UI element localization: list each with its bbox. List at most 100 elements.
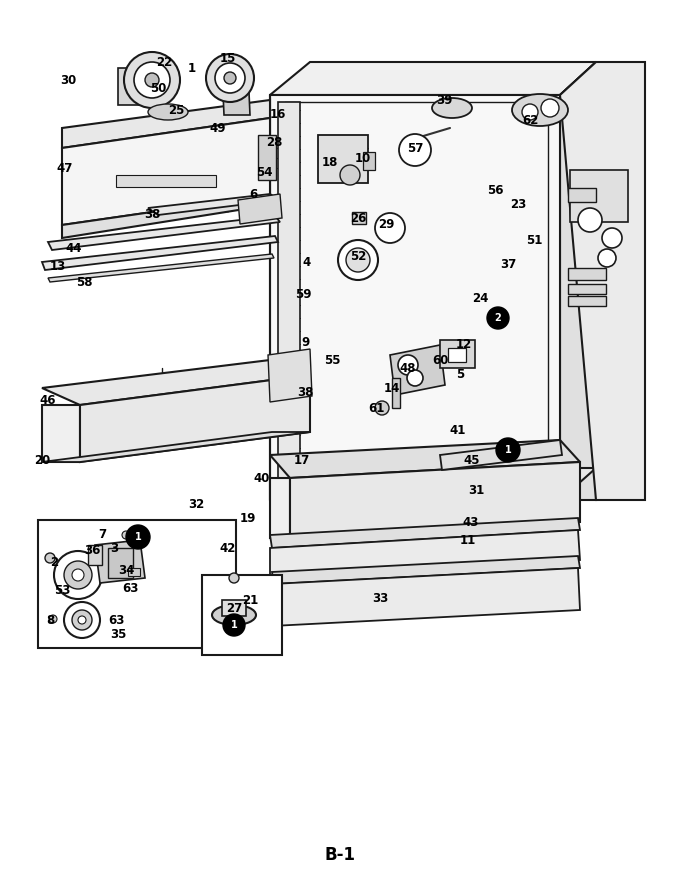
Circle shape	[578, 208, 602, 232]
Text: 51: 51	[526, 233, 542, 247]
Text: 16: 16	[270, 109, 286, 122]
Bar	[278, 102, 300, 502]
Circle shape	[522, 104, 538, 120]
Polygon shape	[268, 349, 312, 402]
Circle shape	[496, 438, 520, 462]
Text: 54: 54	[256, 166, 272, 179]
Polygon shape	[42, 432, 310, 462]
Polygon shape	[118, 68, 148, 105]
Polygon shape	[272, 568, 580, 626]
Text: 12: 12	[456, 338, 472, 352]
Polygon shape	[238, 194, 282, 224]
Text: 62: 62	[522, 114, 538, 126]
Circle shape	[64, 561, 92, 589]
Text: 20: 20	[34, 454, 50, 466]
Text: 1: 1	[231, 620, 237, 630]
Circle shape	[398, 355, 418, 375]
Text: 53: 53	[54, 584, 70, 596]
Text: 18: 18	[322, 156, 338, 168]
Text: 2: 2	[494, 313, 501, 323]
Text: 1: 1	[188, 61, 196, 75]
Polygon shape	[42, 236, 278, 270]
Text: 13: 13	[50, 260, 66, 272]
Text: 30: 30	[60, 74, 76, 86]
Text: 28: 28	[266, 136, 282, 150]
Text: 23: 23	[510, 198, 526, 212]
Text: 29: 29	[378, 219, 394, 231]
Circle shape	[598, 249, 616, 267]
Polygon shape	[270, 440, 580, 478]
Text: 57: 57	[407, 142, 423, 155]
Polygon shape	[270, 95, 560, 500]
Circle shape	[541, 99, 559, 117]
Polygon shape	[440, 440, 562, 470]
Polygon shape	[62, 195, 270, 238]
Text: B-1: B-1	[324, 846, 356, 864]
Bar	[570, 170, 628, 222]
Text: 56: 56	[486, 313, 503, 327]
Text: 10: 10	[355, 151, 371, 165]
Circle shape	[122, 531, 130, 539]
Circle shape	[64, 602, 100, 638]
Polygon shape	[80, 375, 310, 462]
Circle shape	[49, 615, 57, 623]
Polygon shape	[62, 100, 270, 148]
Ellipse shape	[432, 98, 472, 118]
Circle shape	[215, 63, 245, 93]
Ellipse shape	[212, 605, 256, 625]
Text: 60: 60	[432, 353, 448, 367]
Circle shape	[224, 72, 236, 84]
Bar	[363, 152, 375, 170]
Polygon shape	[42, 405, 80, 462]
Text: 48: 48	[400, 361, 416, 375]
Circle shape	[206, 54, 254, 102]
Polygon shape	[222, 70, 250, 115]
Circle shape	[126, 525, 150, 549]
Polygon shape	[390, 345, 445, 395]
Bar	[128, 568, 140, 576]
Text: 47: 47	[57, 161, 73, 174]
Text: 11: 11	[460, 533, 476, 546]
Circle shape	[72, 569, 84, 581]
Bar	[222, 600, 246, 616]
Circle shape	[602, 228, 622, 248]
Text: 59: 59	[294, 287, 311, 301]
Circle shape	[78, 616, 86, 624]
Text: 36: 36	[84, 545, 100, 557]
Text: 46: 46	[39, 393, 56, 407]
Text: 40: 40	[254, 472, 270, 484]
Polygon shape	[148, 194, 280, 215]
Bar	[108, 548, 133, 578]
Text: 61: 61	[368, 401, 384, 415]
Circle shape	[229, 573, 239, 583]
Polygon shape	[272, 556, 580, 584]
Polygon shape	[270, 518, 580, 548]
Text: 63: 63	[122, 581, 138, 595]
Text: 42: 42	[220, 541, 236, 554]
Polygon shape	[270, 530, 580, 578]
Polygon shape	[48, 254, 274, 282]
Circle shape	[72, 610, 92, 630]
Text: 27: 27	[226, 602, 242, 614]
Bar	[88, 545, 102, 565]
Text: 38: 38	[296, 385, 313, 399]
Text: 25: 25	[168, 103, 184, 117]
Text: 1: 1	[505, 445, 511, 455]
Text: 26: 26	[350, 212, 367, 224]
Bar	[392, 378, 400, 408]
Text: 6: 6	[249, 189, 257, 201]
Text: 22: 22	[156, 56, 172, 69]
Text: 19: 19	[240, 512, 256, 524]
Circle shape	[375, 213, 405, 243]
Circle shape	[399, 134, 431, 166]
Text: 1: 1	[135, 532, 141, 542]
Text: 44: 44	[66, 241, 82, 255]
Polygon shape	[42, 360, 310, 405]
Polygon shape	[270, 468, 596, 500]
Bar	[318, 135, 368, 183]
Text: 58: 58	[75, 276, 92, 288]
Bar	[258, 135, 276, 180]
Polygon shape	[290, 462, 580, 538]
Circle shape	[124, 52, 180, 108]
Bar	[202, 575, 282, 655]
